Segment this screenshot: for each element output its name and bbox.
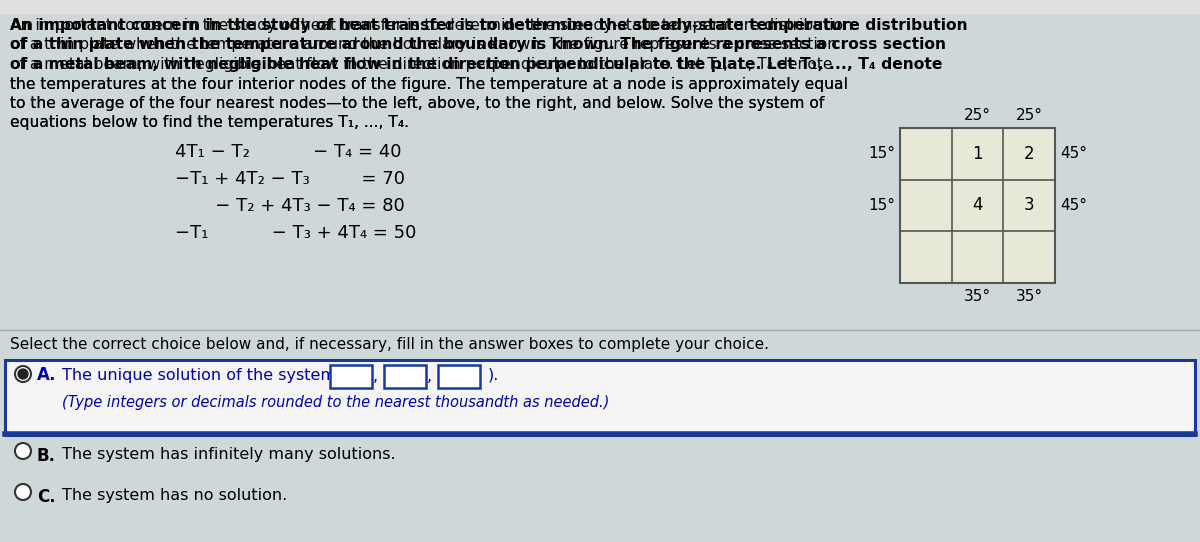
Text: the temperatures at the four interior nodes of the figure. The temperature at a : the temperatures at the four interior no… bbox=[10, 76, 848, 92]
Text: ,: , bbox=[427, 369, 432, 384]
Text: 45°: 45° bbox=[1060, 146, 1087, 162]
Text: (Type integers or decimals rounded to the nearest thousandth as needed.): (Type integers or decimals rounded to th… bbox=[62, 395, 610, 410]
Bar bbox=[0, 0, 1200, 14]
Bar bbox=[5, 360, 1195, 435]
Text: The system has infinitely many solutions.: The system has infinitely many solutions… bbox=[62, 447, 396, 462]
Text: − T₂ + 4T₃ − T₄ = 80: − T₂ + 4T₃ − T₄ = 80 bbox=[175, 197, 404, 215]
Text: 25°: 25° bbox=[1015, 108, 1043, 123]
Text: 15°: 15° bbox=[868, 198, 895, 213]
Bar bbox=[384, 365, 426, 388]
Text: 25°: 25° bbox=[964, 108, 991, 123]
Text: of a metal beam, with negligible heat flow in the direction perpendicular to the: of a metal beam, with negligible heat fl… bbox=[10, 57, 942, 72]
Text: 1: 1 bbox=[972, 145, 983, 163]
Text: −T₁           − T₃ + 4T₄ = 50: −T₁ − T₃ + 4T₄ = 50 bbox=[175, 224, 416, 242]
Text: to the average of the four nearest nodes—to the left, above, to the right, and b: to the average of the four nearest nodes… bbox=[10, 96, 824, 111]
Text: 35°: 35° bbox=[1015, 289, 1043, 304]
Text: 2: 2 bbox=[1024, 145, 1034, 163]
Bar bbox=[438, 365, 480, 388]
Text: to the average of the four nearest nodes—to the left, above, to the right, and b: to the average of the four nearest nodes… bbox=[10, 96, 824, 111]
Text: The system has no solution.: The system has no solution. bbox=[62, 488, 287, 503]
Text: C.: C. bbox=[37, 488, 55, 506]
Text: A.: A. bbox=[37, 366, 56, 384]
Text: 4T₁ − T₂           − T₄ = 40: 4T₁ − T₂ − T₄ = 40 bbox=[175, 143, 402, 161]
Circle shape bbox=[14, 484, 31, 500]
Text: 35°: 35° bbox=[964, 289, 991, 304]
Text: equations below to find the temperatures T₁, ..., T₄.: equations below to find the temperatures… bbox=[10, 115, 409, 131]
Circle shape bbox=[14, 366, 31, 382]
Bar bbox=[900, 128, 1055, 283]
Text: of a thin plate when the temperature around the boundary is known. The figure re: of a thin plate when the temperature aro… bbox=[10, 37, 946, 53]
Text: An important concern in the study of heat transfer is to determine the steady-st: An important concern in the study of hea… bbox=[10, 18, 853, 33]
Circle shape bbox=[14, 443, 31, 459]
Text: of a thin plate when the temperature around the boundary is known. The figure re: of a thin plate when the temperature aro… bbox=[10, 37, 838, 53]
Text: An important concern in the study of heat transfer is to determine the steady-st: An important concern in the study of hea… bbox=[10, 18, 967, 33]
Text: 15°: 15° bbox=[868, 146, 895, 162]
Bar bbox=[330, 365, 372, 388]
Text: −T₁ + 4T₂ − T₃         = 70: −T₁ + 4T₂ − T₃ = 70 bbox=[175, 170, 406, 188]
Text: B.: B. bbox=[37, 447, 56, 465]
Text: 4: 4 bbox=[972, 197, 983, 215]
Text: of a metal beam, with negligible heat flow in the direction perpendicular to the: of a metal beam, with negligible heat fl… bbox=[10, 57, 833, 72]
Text: ).: ). bbox=[488, 368, 499, 383]
Text: ,: , bbox=[373, 369, 378, 384]
Text: The unique solution of the system is (: The unique solution of the system is ( bbox=[62, 368, 365, 383]
Text: Select the correct choice below and, if necessary, fill in the answer boxes to c: Select the correct choice below and, if … bbox=[10, 337, 769, 352]
Circle shape bbox=[18, 369, 28, 379]
Text: the temperatures at the four interior nodes of the figure. The temperature at a : the temperatures at the four interior no… bbox=[10, 76, 848, 92]
Text: 3: 3 bbox=[1024, 197, 1034, 215]
Text: equations below to find the temperatures T₁, ..., T₄.: equations below to find the temperatures… bbox=[10, 115, 409, 131]
Text: 45°: 45° bbox=[1060, 198, 1087, 213]
